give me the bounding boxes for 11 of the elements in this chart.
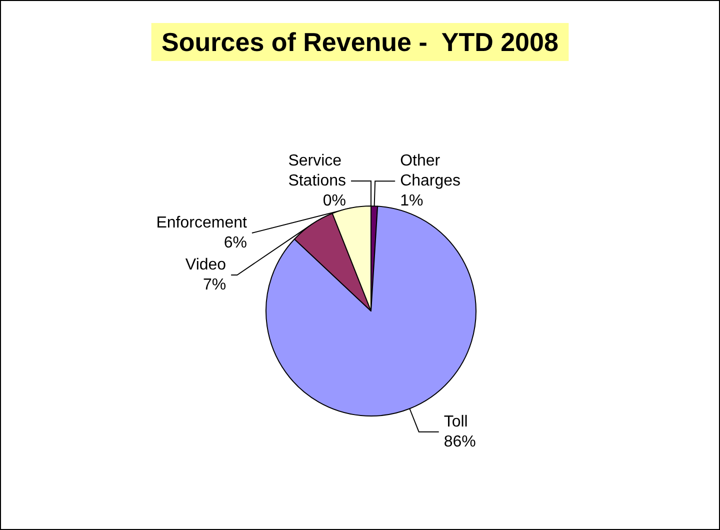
slice-label: Enforcement [156, 214, 248, 232]
text: 0% [322, 192, 346, 210]
slice-label: Other Charges [400, 152, 461, 190]
data-label: 1% [400, 192, 424, 210]
data-label: 7% [202, 276, 226, 294]
category-label: Service Stations [288, 152, 346, 190]
data-label: 6% [224, 234, 247, 252]
data-label: 86% [444, 433, 476, 450]
slice-label: Video [185, 256, 226, 274]
chart-title: Sources of Revenue - YTD 2008 [162, 27, 558, 57]
slice-label: Toll [444, 413, 468, 430]
